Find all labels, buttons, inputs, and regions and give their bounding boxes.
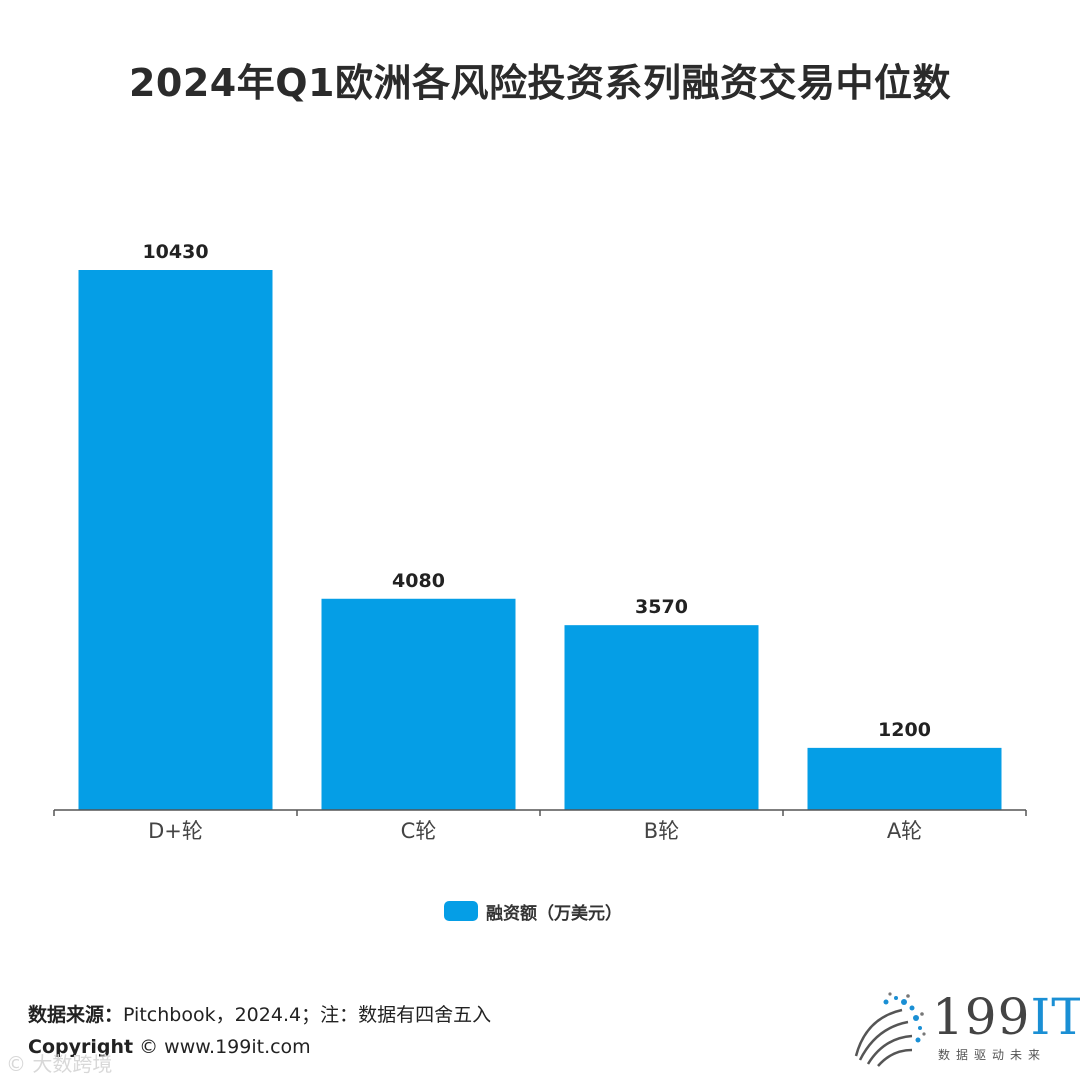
source-text: Pitchbook，2024.4；注：数据有四舍五入 bbox=[123, 1004, 492, 1026]
chart-legend: 融资额（万美元） bbox=[444, 898, 622, 924]
data-label: 1200 bbox=[878, 719, 931, 741]
bar bbox=[564, 625, 759, 810]
logo-tagline: 数据驱动未来 bbox=[938, 1048, 1047, 1062]
x-tick-label: D+轮 bbox=[148, 819, 203, 843]
bar bbox=[807, 747, 1002, 810]
data-label: 10430 bbox=[142, 241, 208, 263]
logo-mark-icon bbox=[854, 992, 926, 1067]
source-label: 数据来源： bbox=[28, 1004, 124, 1026]
bar-chart: 10430 D+轮 4080 C轮 3570 B轮 1200 A轮 bbox=[53, 241, 1027, 843]
x-tick-label: A轮 bbox=[887, 819, 922, 843]
legend-swatch bbox=[444, 901, 478, 921]
data-label: 4080 bbox=[392, 570, 445, 592]
bar bbox=[78, 270, 273, 810]
legend-label: 融资额（万美元） bbox=[486, 903, 622, 924]
logo-199it: 199IT 数据驱动未来 bbox=[846, 988, 1080, 1068]
x-tick-label: C轮 bbox=[401, 819, 437, 843]
logo-text-main: 199 bbox=[932, 988, 1031, 1046]
watermark: © 大数跨境 bbox=[6, 1052, 113, 1076]
bar bbox=[321, 598, 516, 810]
data-source-note: 数据来源：Pitchbook，2024.4；注：数据有四舍五入 bbox=[28, 1000, 491, 1027]
chart-title: 2024年Q1欧洲各风险投资系列融资交易中位数 bbox=[128, 61, 951, 105]
data-label: 3570 bbox=[635, 596, 688, 618]
copyright-text: © www.199it.com bbox=[139, 1036, 311, 1058]
copyright-note: Copyright © www.199it.com bbox=[28, 1036, 311, 1058]
copyright-label: Copyright bbox=[28, 1036, 134, 1058]
logo-text-accent: IT bbox=[1030, 988, 1080, 1046]
x-tick-label: B轮 bbox=[644, 819, 679, 843]
